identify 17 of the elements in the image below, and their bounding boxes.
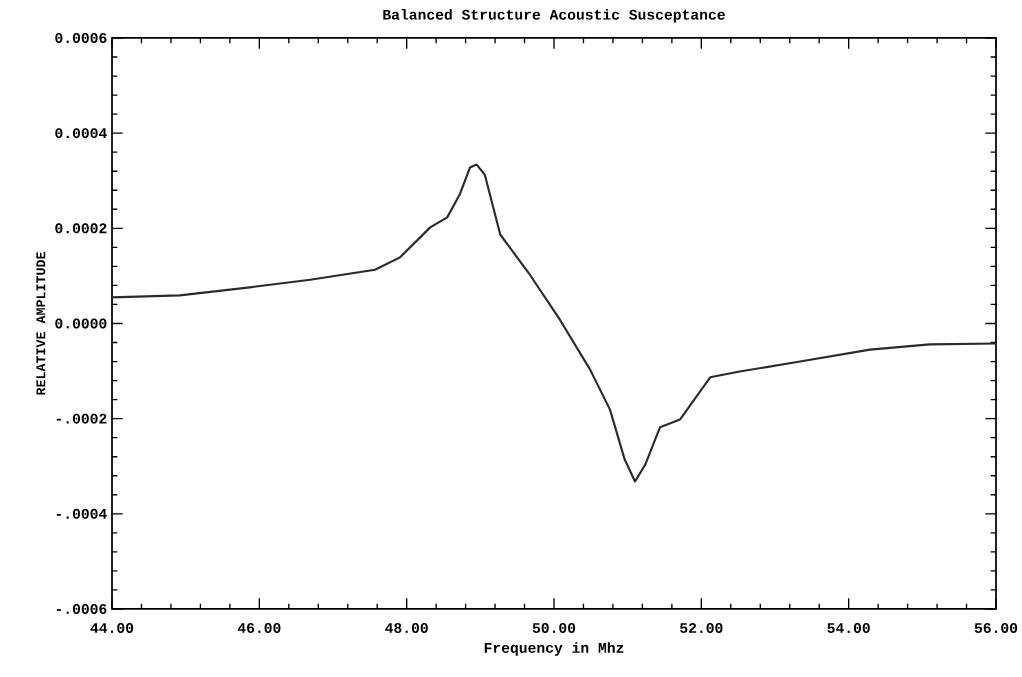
x-tick-label: 54.00	[827, 623, 870, 633]
x-tick-label: 48.00	[385, 623, 428, 633]
y-tick-label: 0.0000	[55, 318, 107, 329]
y-axis-title: RELATIVE AMPLITUDE	[36, 252, 46, 395]
x-tick-label: 44.00	[90, 623, 134, 633]
y-tick-label: -.0002	[56, 413, 107, 424]
x-tick-label: 56.00	[974, 623, 1018, 633]
x-axis-title: Frequency in Mhz	[484, 642, 624, 656]
y-tick-label: 0.0006	[55, 33, 107, 43]
y-tick-label: -.0004	[56, 508, 107, 519]
x-tick-label: 50.00	[532, 623, 576, 633]
y-tick-label: 0.0002	[55, 223, 107, 234]
chart-title: Balanced Structure Acoustic Susceptance	[383, 8, 725, 23]
y-tick-label: -.0006	[56, 604, 107, 614]
x-tick-label: 46.00	[237, 623, 281, 633]
x-tick-label: 52.00	[680, 623, 723, 633]
y-tick-label: 0.0004	[55, 128, 107, 139]
